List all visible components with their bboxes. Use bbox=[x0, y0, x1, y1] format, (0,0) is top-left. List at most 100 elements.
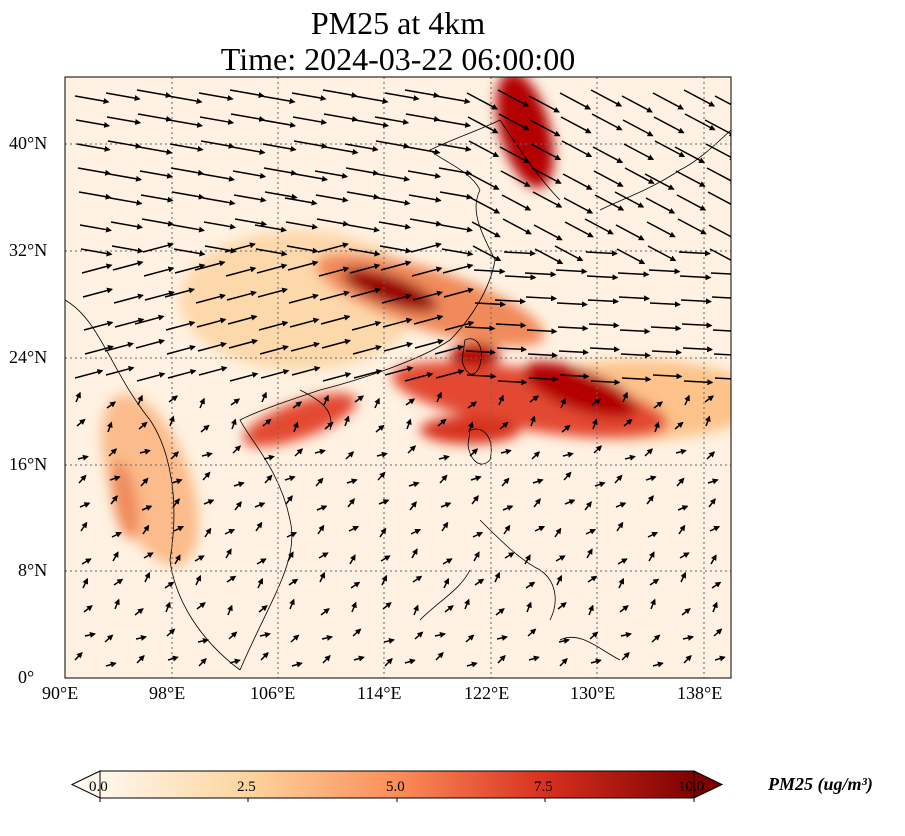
wind-arrow bbox=[348, 525, 360, 532]
wind-arrow bbox=[559, 657, 568, 667]
wind-arrow bbox=[534, 248, 564, 265]
wind-arrow bbox=[294, 448, 304, 457]
wind-arrow bbox=[622, 119, 654, 137]
wind-arrow bbox=[623, 418, 633, 427]
wind-arrow bbox=[413, 314, 444, 325]
wind-arrow bbox=[319, 290, 350, 301]
wind-arrow bbox=[711, 581, 722, 589]
wind-arrow bbox=[529, 415, 536, 427]
wind-arrow bbox=[144, 290, 175, 301]
wind-arrow bbox=[167, 369, 197, 379]
wind-arrow bbox=[562, 173, 593, 190]
wind-arrow bbox=[323, 113, 359, 122]
wind-arrow bbox=[680, 298, 712, 305]
wind-arrow bbox=[284, 475, 296, 482]
wind-arrow bbox=[684, 394, 690, 406]
wind-arrow bbox=[471, 221, 501, 238]
wind-arrow bbox=[620, 631, 632, 638]
wind-arrow bbox=[287, 260, 319, 271]
wind-arrow bbox=[224, 242, 256, 253]
wind-arrow bbox=[589, 631, 599, 640]
wind-arrow bbox=[653, 401, 664, 409]
wind-arrow bbox=[106, 116, 142, 125]
wind-arrow bbox=[436, 391, 442, 403]
wind-arrow bbox=[409, 501, 417, 511]
wind-arrow bbox=[652, 92, 685, 110]
wind-arrow bbox=[593, 445, 603, 454]
wind-arrow bbox=[262, 418, 272, 427]
wind-arrow bbox=[294, 173, 329, 182]
wind-arrow bbox=[229, 658, 241, 665]
wind-arrow bbox=[84, 631, 96, 638]
wind-arrow bbox=[467, 116, 499, 134]
wind-arrow bbox=[384, 657, 393, 667]
wind-arrow bbox=[168, 415, 175, 427]
wind-arrow bbox=[494, 298, 526, 305]
wind-arrow bbox=[590, 379, 621, 386]
wind-arrow bbox=[557, 325, 589, 332]
wind-arrow bbox=[434, 631, 446, 638]
wind-arrow bbox=[683, 89, 716, 107]
wind-arrow bbox=[198, 366, 228, 376]
wind-arrow bbox=[414, 631, 424, 640]
wind-arrow bbox=[676, 194, 707, 211]
wind-arrow bbox=[404, 372, 434, 382]
wind-arrow bbox=[317, 242, 349, 253]
wind-arrow bbox=[444, 605, 454, 613]
wind-arrow bbox=[232, 170, 267, 179]
wind-arrow bbox=[378, 221, 412, 230]
wind-arrow bbox=[287, 551, 294, 562]
wind-arrow bbox=[170, 167, 205, 176]
wind-arrow bbox=[705, 143, 731, 161]
wind-arrow bbox=[143, 552, 154, 559]
wind-arrow bbox=[494, 571, 501, 583]
wind-arrow bbox=[411, 548, 418, 559]
x-tick-label: 138°E bbox=[677, 683, 723, 703]
wind-arrow bbox=[228, 631, 238, 640]
wind-arrow bbox=[555, 268, 588, 275]
wind-arrow bbox=[712, 601, 718, 613]
wind-arrow bbox=[408, 481, 420, 488]
wind-arrow bbox=[261, 391, 267, 403]
wind-arrow bbox=[435, 95, 471, 105]
wind-arrow bbox=[258, 605, 268, 613]
wind-arrow bbox=[350, 581, 361, 589]
wind-arrow bbox=[651, 634, 661, 643]
wind-arrow bbox=[231, 146, 266, 155]
x-tick-label: 130°E bbox=[570, 683, 616, 703]
wind-arrow bbox=[563, 197, 594, 214]
wind-arrow bbox=[709, 248, 731, 262]
wind-arrow bbox=[497, 379, 528, 386]
wind-arrow bbox=[322, 372, 352, 382]
wind-arrow bbox=[107, 140, 142, 149]
wind-arrow bbox=[674, 421, 684, 430]
wind-arrow bbox=[173, 248, 206, 257]
wind-arrow bbox=[321, 338, 352, 349]
wind-arrow bbox=[346, 191, 380, 200]
wind-arrow bbox=[352, 344, 382, 355]
wind-arrow bbox=[500, 448, 512, 455]
wind-arrow bbox=[315, 477, 324, 487]
wind-arrow bbox=[676, 477, 685, 487]
wind-arrow bbox=[257, 577, 264, 589]
wind-arrow bbox=[435, 651, 444, 661]
wind-arrow bbox=[564, 221, 594, 238]
wind-arrow bbox=[134, 314, 165, 325]
wind-arrow bbox=[138, 146, 173, 155]
wind-arrow bbox=[405, 113, 441, 122]
wind-arrow bbox=[198, 92, 234, 102]
wind-arrow bbox=[407, 170, 442, 179]
wind-arrow bbox=[199, 116, 235, 125]
wind-arrow bbox=[496, 634, 508, 641]
wind-arrow bbox=[441, 248, 474, 257]
wind-arrow bbox=[404, 658, 416, 665]
wind-arrow bbox=[140, 194, 174, 203]
wind-arrow bbox=[652, 373, 683, 380]
wind-arrow bbox=[586, 548, 593, 559]
wind-arrow bbox=[171, 478, 183, 485]
wind-arrow bbox=[291, 661, 303, 668]
wind-arrow bbox=[681, 322, 713, 329]
wind-arrow bbox=[261, 119, 297, 128]
wind-arrow bbox=[714, 377, 731, 380]
wind-arrow bbox=[314, 448, 326, 455]
